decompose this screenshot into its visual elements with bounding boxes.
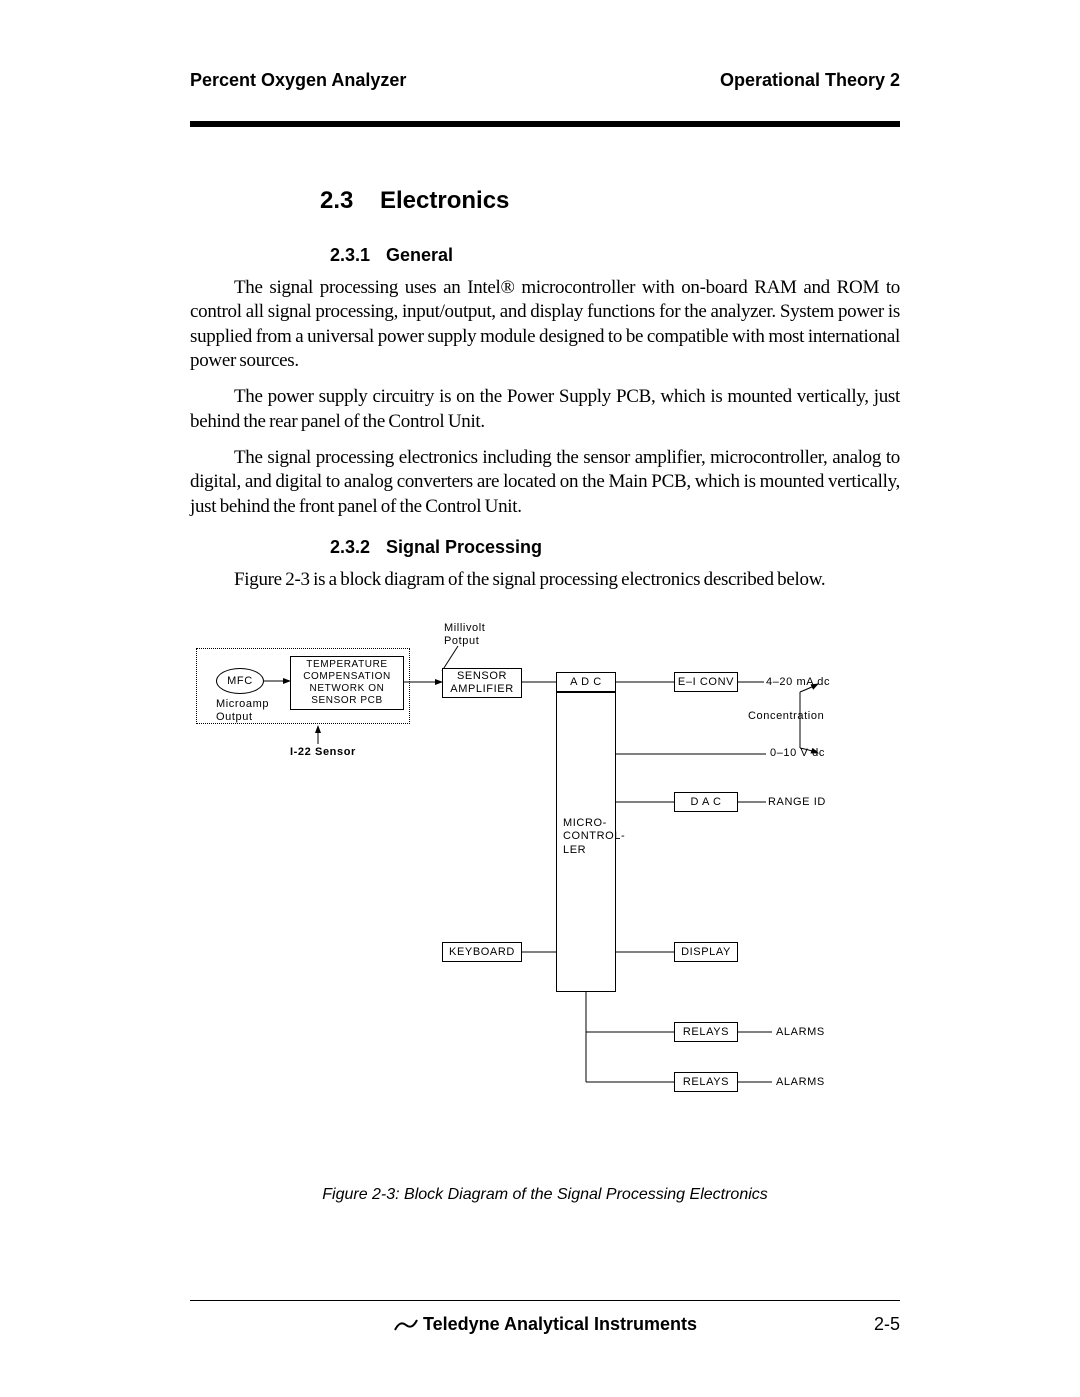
- node-display: DISPLAY: [674, 942, 738, 962]
- page-number: 2-5: [874, 1314, 900, 1335]
- node-relays-1: RELAYS: [674, 1022, 738, 1042]
- section-title: 2.3Electronics: [320, 187, 900, 215]
- node-adc: A D C: [556, 672, 616, 692]
- node-dac: D A C: [674, 792, 738, 812]
- node-keyboard: KEYBOARD: [442, 942, 522, 962]
- page-content: Percent Oxygen Analyzer Operational Theo…: [190, 70, 900, 1204]
- subsection-signal-processing: 2.3.2Signal Processing: [330, 537, 900, 558]
- output-range-id: RANGE ID: [768, 796, 826, 809]
- node-tempcomp: TEMPERATURE COMPENSATION NETWORK ON SENS…: [290, 656, 404, 710]
- block-diagram: MFC TEMPERATURE COMPENSATION NETWORK ON …: [196, 616, 836, 1136]
- brand-logo-icon: [393, 1318, 419, 1332]
- paragraph-2: The power supply circuitry is on the Pow…: [190, 385, 900, 434]
- output-alarms-1: ALARMS: [776, 1026, 825, 1039]
- annot-microamp: Microamp Output: [216, 698, 269, 724]
- annot-i22-sensor: I-22 Sensor: [290, 746, 356, 759]
- paragraph-3: The signal processing electronics includ…: [190, 446, 900, 519]
- page-footer: Teledyne Analytical Instruments 2-5: [190, 1314, 900, 1335]
- output-4-20ma: 4–20 mA dc: [766, 676, 830, 689]
- footer-brand-text: Teledyne Analytical Instruments: [423, 1314, 697, 1335]
- running-header: Percent Oxygen Analyzer Operational Theo…: [190, 70, 900, 91]
- subsection-name: General: [386, 245, 453, 265]
- output-0-10v: 0–10 V dc: [770, 747, 825, 760]
- paragraph-4: Figure 2-3 is a block diagram of the sig…: [190, 568, 900, 592]
- subsection-general: 2.3.1General: [330, 245, 900, 266]
- figure-caption: Figure 2-3: Block Diagram of the Signal …: [190, 1186, 900, 1204]
- section-number: 2.3: [320, 187, 380, 215]
- header-right: Operational Theory 2: [720, 70, 900, 91]
- subsection-number: 2.3.1: [330, 245, 386, 266]
- footer-rule: [190, 1300, 900, 1301]
- header-rule: [190, 121, 900, 127]
- output-concentration: Concentration: [748, 710, 824, 723]
- header-left: Percent Oxygen Analyzer: [190, 70, 406, 91]
- node-relays-2: RELAYS: [674, 1072, 738, 1092]
- footer-brand: Teledyne Analytical Instruments: [393, 1314, 697, 1335]
- node-mfc: MFC: [216, 668, 264, 694]
- annot-millivolt: Millivolt Potput: [444, 622, 485, 648]
- node-eiconv: E–I CONV: [674, 672, 738, 692]
- section-name: Electronics: [380, 187, 509, 214]
- paragraph-1: The signal processing uses an Intel® mic…: [190, 276, 900, 373]
- subsection-name-2: Signal Processing: [386, 537, 542, 557]
- node-microcontroller: MICRO- CONTROL- LER: [556, 692, 616, 992]
- subsection-number-2: 2.3.2: [330, 537, 386, 558]
- node-sensor-amp: SENSOR AMPLIFIER: [442, 668, 522, 698]
- output-alarms-2: ALARMS: [776, 1076, 825, 1089]
